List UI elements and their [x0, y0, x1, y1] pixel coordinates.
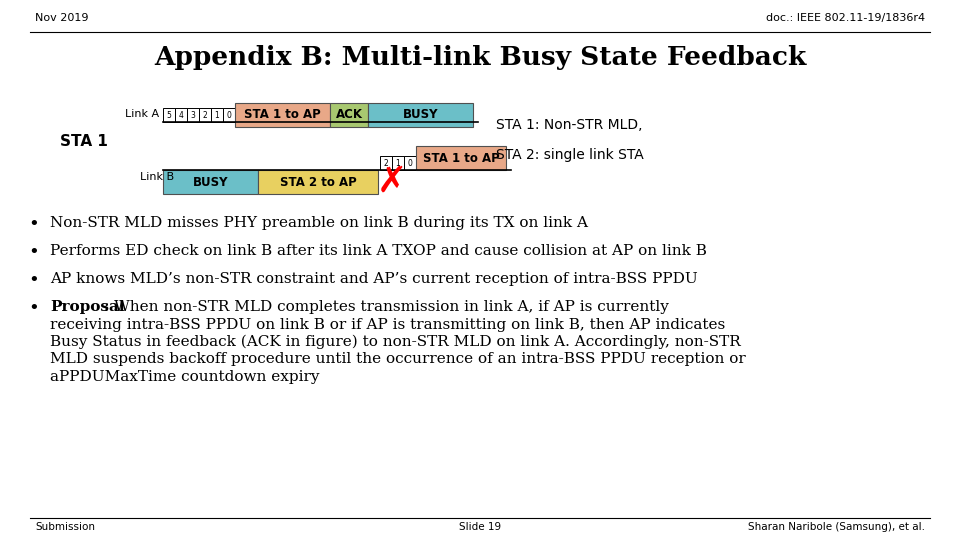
Bar	[163, 108, 175, 122]
Text: 4: 4	[179, 111, 183, 119]
Text: 2: 2	[384, 159, 389, 167]
Text: BUSY: BUSY	[403, 109, 439, 122]
Text: Link A: Link A	[125, 109, 159, 119]
Text: Submission: Submission	[35, 522, 95, 532]
Bar	[223, 108, 235, 122]
Text: Appendix B: Multi-link Busy State Feedback: Appendix B: Multi-link Busy State Feedba…	[154, 45, 806, 70]
Text: STA 1 to AP: STA 1 to AP	[422, 152, 499, 165]
Text: : When non-STR MLD completes transmission in link A, if AP is currently: : When non-STR MLD completes transmissio…	[104, 300, 669, 314]
Bar	[187, 108, 199, 122]
Bar	[199, 108, 211, 122]
Text: Performs ED check on link B after its link A TXOP and cause collision at AP on l: Performs ED check on link B after its li…	[50, 244, 707, 258]
Bar	[416, 146, 506, 170]
Text: ✗: ✗	[377, 165, 407, 199]
Text: Sharan Naribole (Samsung), et al.: Sharan Naribole (Samsung), et al.	[748, 522, 925, 532]
Text: 5: 5	[167, 111, 172, 119]
Bar	[404, 156, 416, 170]
Text: STA 2: single link STA: STA 2: single link STA	[496, 148, 644, 162]
Bar	[163, 170, 258, 194]
Text: •: •	[28, 300, 38, 318]
Bar	[211, 108, 223, 122]
Text: Proposal: Proposal	[50, 300, 125, 314]
Text: 0: 0	[408, 159, 413, 167]
Text: doc.: IEEE 802.11-19/1836r4: doc.: IEEE 802.11-19/1836r4	[766, 13, 925, 23]
Text: aPPDUMaxTime countdown expiry: aPPDUMaxTime countdown expiry	[50, 370, 320, 384]
Text: MLD suspends backoff procedure until the occurrence of an intra-BSS PPDU recepti: MLD suspends backoff procedure until the…	[50, 353, 746, 367]
Bar	[392, 156, 404, 170]
Text: 2: 2	[203, 111, 207, 119]
Text: 0: 0	[227, 111, 231, 119]
Bar	[258, 170, 378, 194]
Text: Nov 2019: Nov 2019	[35, 13, 88, 23]
Text: •: •	[28, 216, 38, 234]
Text: •: •	[28, 244, 38, 262]
Text: AP knows MLD’s non-STR constraint and AP’s current reception of intra-BSS PPDU: AP knows MLD’s non-STR constraint and AP…	[50, 272, 698, 286]
Text: 1: 1	[396, 159, 400, 167]
Text: STA 2 to AP: STA 2 to AP	[279, 176, 356, 188]
Text: 1: 1	[215, 111, 220, 119]
Text: Non-STR MLD misses PHY preamble on link B during its TX on link A: Non-STR MLD misses PHY preamble on link …	[50, 216, 588, 230]
Text: •: •	[28, 272, 38, 290]
Bar	[368, 103, 473, 127]
Text: Link B: Link B	[140, 172, 174, 182]
Text: BUSY: BUSY	[193, 176, 228, 188]
Text: Busy Status in feedback (ACK in figure) to non-STR MLD on link A. Accordingly, n: Busy Status in feedback (ACK in figure) …	[50, 335, 741, 349]
Text: ACK: ACK	[335, 109, 363, 122]
Text: receiving intra-BSS PPDU on link B or if AP is transmitting on link B, then AP i: receiving intra-BSS PPDU on link B or if…	[50, 318, 725, 332]
Text: STA 1 to AP: STA 1 to AP	[244, 109, 321, 122]
Bar	[235, 103, 330, 127]
Bar	[175, 108, 187, 122]
Text: Slide 19: Slide 19	[459, 522, 501, 532]
Text: 3: 3	[191, 111, 196, 119]
Bar	[330, 103, 368, 127]
Text: STA 1: STA 1	[60, 134, 108, 150]
Bar	[380, 156, 392, 170]
Text: STA 1: Non-STR MLD,: STA 1: Non-STR MLD,	[496, 118, 642, 132]
